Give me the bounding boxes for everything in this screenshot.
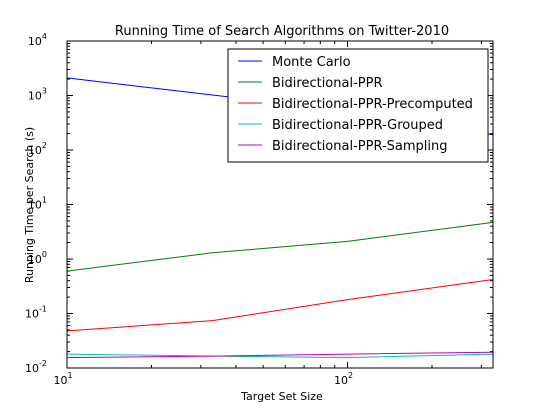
legend-label: Bidirectional-PPR-Sampling [272, 139, 448, 154]
legend: Monte Carlo Bidirectional-PPR Bidirectiona… [227, 48, 489, 163]
y-tick-label: 100 [28, 250, 47, 266]
x-axis-label: Target Set Size [240, 390, 323, 403]
chart-title: Running Time of Search Algorithms on Twi… [115, 24, 449, 39]
plot-frame [66, 40, 494, 369]
series-line-1 [66, 221, 494, 272]
y-tick-label: 103 [28, 87, 47, 103]
x-tick-label: 102 [334, 371, 353, 387]
series-line-2 [66, 279, 494, 332]
y-tick-label: 102 [28, 141, 47, 157]
legend-label: Bidirectional-PPR-Grouped [272, 118, 443, 133]
y-tick-label: 10-2 [25, 359, 47, 375]
y-tick-label: 10-1 [25, 305, 47, 321]
legend-box [227, 48, 489, 163]
x-tick-label: 101 [53, 371, 72, 387]
y-axis-label: Running Time per Search (s) [23, 127, 36, 283]
y-tick-label: 101 [28, 196, 47, 212]
series-line-3 [66, 353, 494, 359]
series-line-4 [66, 351, 494, 359]
legend-label: Monte Carlo [272, 55, 351, 70]
legend-label: Bidirectional-PPR [272, 76, 382, 91]
legend-label: Bidirectional-PPR-Precomputed [272, 97, 473, 112]
y-tick-label: 104 [28, 32, 47, 48]
